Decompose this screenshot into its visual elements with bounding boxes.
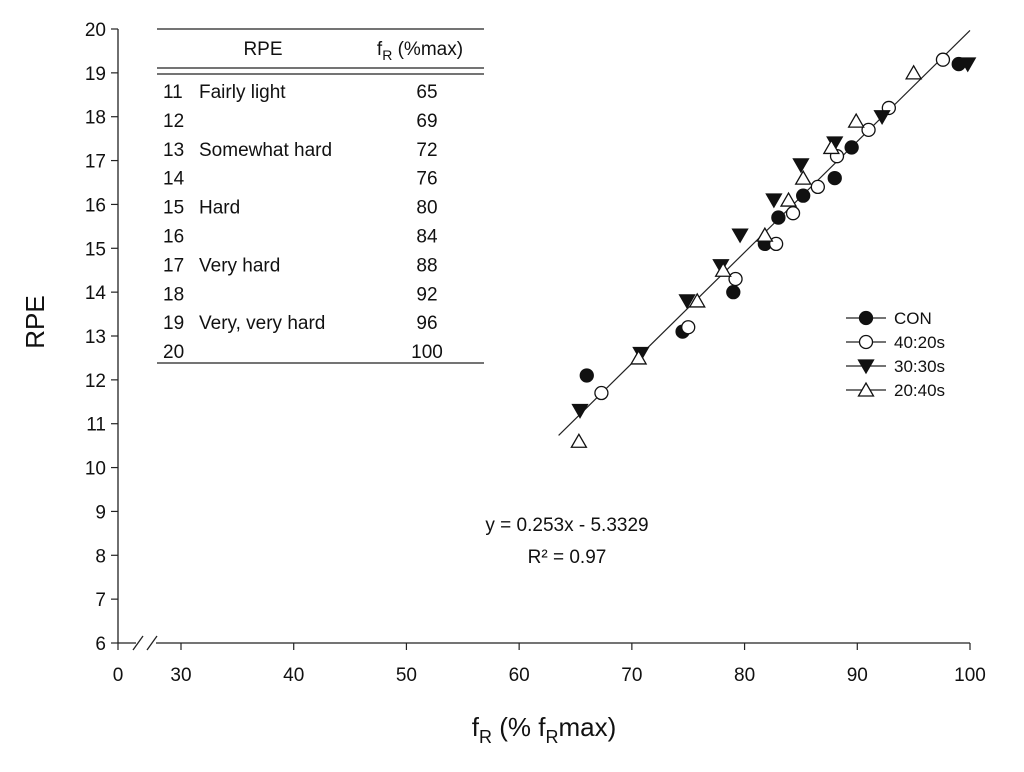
- y-tick-label: 19: [85, 64, 106, 85]
- table-row-fr: 76: [416, 169, 437, 190]
- table-header-fr: fR (%max): [377, 39, 463, 63]
- data-point-40-20s: [935, 52, 951, 67]
- x-tick-label: 50: [396, 665, 417, 686]
- table-row-fr: 96: [416, 313, 437, 334]
- data-point-40-20s: [594, 385, 609, 401]
- y-axis-title: RPE: [20, 295, 50, 348]
- data-point-20-40s: [570, 432, 588, 448]
- legend-marker-con: [858, 310, 874, 326]
- data-point-40-20s: [785, 206, 801, 221]
- axis-break-mark: [146, 635, 158, 651]
- y-tick-label: 15: [85, 239, 106, 260]
- data-point-con: [579, 368, 594, 383]
- legend-label-20-40s: 20:40s: [894, 381, 945, 400]
- legend-label-30-30s: 30:30s: [894, 357, 945, 376]
- table-row-label: Somewhat hard: [199, 140, 332, 161]
- table-row-fr: 100: [411, 342, 443, 363]
- legend-marker-30-30s: [857, 359, 875, 375]
- axis-break-mark: [132, 635, 144, 651]
- table-row-rpe: 20: [163, 342, 184, 363]
- data-point-40-20s: [728, 271, 743, 287]
- table-row-rpe: 12: [163, 111, 184, 132]
- y-tick-label: 9: [95, 502, 106, 523]
- data-point-con: [796, 188, 811, 203]
- data-point-20-40s: [779, 191, 798, 207]
- data-point-20-40s: [905, 64, 923, 80]
- y-tick-label: 10: [85, 459, 106, 480]
- data-point-con: [827, 170, 842, 186]
- data-point-con: [726, 284, 741, 300]
- data-point-30-30s: [765, 193, 783, 209]
- data-point-30-30s: [731, 228, 749, 244]
- table-row-fr: 72: [416, 140, 437, 161]
- x-tick-label: 90: [847, 665, 868, 686]
- y-tick-label: 17: [85, 152, 106, 173]
- data-point-20-40s: [688, 292, 706, 308]
- table-row-label: Very, very hard: [199, 313, 325, 334]
- y-tick-label: 20: [85, 20, 106, 41]
- x-tick-label: 30: [170, 665, 191, 686]
- table-row-label: Fairly light: [199, 82, 286, 103]
- y-tick-label: 13: [85, 327, 106, 348]
- data-point-30-30s: [678, 294, 696, 310]
- regression-equation: y = 0.253x - 5.3329: [485, 515, 648, 536]
- y-tick-label: 6: [95, 634, 106, 655]
- legend-label-40-20s: 40:20s: [894, 333, 945, 352]
- table-header-rpe: RPE: [243, 39, 282, 60]
- data-point-40-20s: [768, 236, 784, 252]
- data-point-20-40s: [756, 226, 774, 242]
- data-point-con: [771, 210, 786, 225]
- data-point-20-40s: [822, 139, 840, 155]
- x-tick-label: 40: [283, 665, 304, 686]
- data-point-20-40s: [847, 112, 865, 128]
- x-axis-title: fR (% fRmax): [472, 712, 616, 747]
- x-tick-label: 0: [113, 665, 124, 686]
- legend-marker-40-20s: [858, 334, 874, 350]
- table-row-rpe: 15: [163, 198, 184, 219]
- table-row-label: Very hard: [199, 255, 280, 276]
- data-point-40-20s: [681, 320, 696, 335]
- table-row-rpe: 18: [163, 284, 184, 305]
- table-row-fr: 65: [416, 82, 437, 103]
- table-row-fr: 92: [416, 284, 437, 305]
- legend-marker-20-40s: [857, 381, 875, 397]
- table-row-rpe: 19: [163, 313, 184, 334]
- r-squared: R² = 0.97: [528, 547, 607, 568]
- table-row-rpe: 14: [163, 169, 185, 190]
- data-point-20-40s: [794, 169, 812, 185]
- table-row-rpe: 13: [163, 140, 184, 161]
- table-row-rpe: 11: [163, 82, 183, 103]
- table-row-label: Hard: [199, 198, 240, 219]
- x-tick-label: 70: [621, 665, 642, 686]
- y-tick-label: 18: [85, 108, 106, 129]
- data-point-30-30s: [959, 57, 977, 73]
- data-point-40-20s: [861, 122, 876, 138]
- legend-label-con: CON: [894, 309, 932, 328]
- x-tick-label: 100: [954, 665, 986, 686]
- data-point-20-40s: [629, 349, 648, 365]
- data-point-con: [844, 140, 859, 155]
- table-row-rpe: 17: [163, 255, 184, 276]
- y-tick-label: 16: [85, 195, 106, 216]
- table-row-fr: 88: [416, 255, 437, 276]
- table-row-fr: 69: [416, 111, 437, 132]
- data-point-30-30s: [873, 110, 891, 126]
- table-row-fr: 80: [416, 198, 437, 219]
- y-tick-label: 12: [85, 371, 106, 392]
- x-tick-label: 80: [734, 665, 755, 686]
- data-point-40-20s: [810, 179, 825, 195]
- y-tick-label: 7: [95, 590, 106, 611]
- y-tick-label: 11: [86, 415, 106, 436]
- x-tick-label: 60: [509, 665, 530, 686]
- data-point-30-30s: [571, 403, 589, 419]
- table-row-rpe: 16: [163, 227, 184, 248]
- table-row-fr: 84: [416, 227, 438, 248]
- y-tick-label: 14: [85, 283, 107, 304]
- data-point-30-30s: [792, 158, 810, 174]
- y-tick-label: 8: [95, 546, 106, 567]
- data-point-20-40s: [714, 261, 732, 277]
